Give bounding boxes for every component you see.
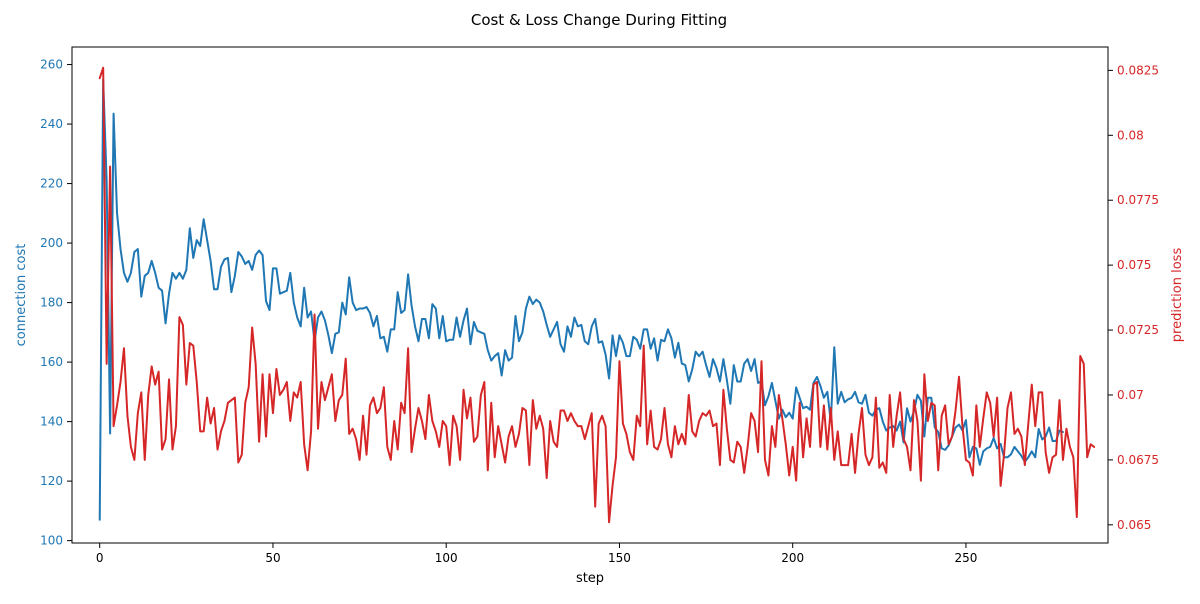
- y-tick-label-right: 0.0825: [1117, 63, 1159, 77]
- x-axis: 0 50 100 150 200 250: [96, 543, 977, 565]
- y-tick-label-right: 0.07: [1117, 388, 1144, 402]
- series-layer: [98, 66, 1096, 524]
- y-axis-left: 100 120 140 160 180 200 220 240 260: [40, 58, 72, 548]
- plot-frame: [71, 46, 1109, 544]
- x-axis-label: step: [576, 571, 604, 586]
- y-tick-label-right: 0.075: [1117, 258, 1151, 272]
- y-tick-label-right: 0.08: [1117, 128, 1144, 142]
- x-tick-label: 200: [781, 551, 804, 565]
- y-tick-label-right: 0.0725: [1117, 323, 1159, 337]
- y-tick-label-right: 0.0675: [1117, 453, 1159, 467]
- y-tick-label-left: 220: [40, 177, 63, 191]
- y-tick-label-left: 260: [40, 58, 63, 72]
- series-line-prediction-loss: [98, 66, 1096, 524]
- y-tick-label-left: 160: [40, 355, 63, 369]
- y-tick-label-left: 120: [40, 474, 63, 488]
- y-tick-label-left: 180: [40, 296, 63, 310]
- y-axis-right: 0.065 0.0675 0.07 0.0725 0.075 0.0775 0.08 0.08…: [1108, 63, 1159, 532]
- x-tick-label: 150: [608, 551, 631, 565]
- y-tick-label-left: 200: [40, 236, 63, 250]
- y-tick-label-right: 0.0775: [1117, 193, 1159, 207]
- x-tick-label: 0: [96, 551, 104, 565]
- y-tick-label-left: 100: [40, 534, 63, 548]
- y-tick-label-left: 240: [40, 117, 63, 131]
- x-tick-label: 50: [265, 551, 280, 565]
- x-tick-label: 100: [435, 551, 458, 565]
- y-axis-right-label: prediction loss: [1170, 248, 1185, 343]
- chart-title: Cost & Loss Change During Fitting: [471, 11, 727, 29]
- x-tick-label: 250: [954, 551, 977, 565]
- y-tick-label-right: 0.065: [1117, 518, 1151, 532]
- y-axis-left-label: connection cost: [14, 244, 29, 347]
- y-tick-label-left: 140: [40, 415, 63, 429]
